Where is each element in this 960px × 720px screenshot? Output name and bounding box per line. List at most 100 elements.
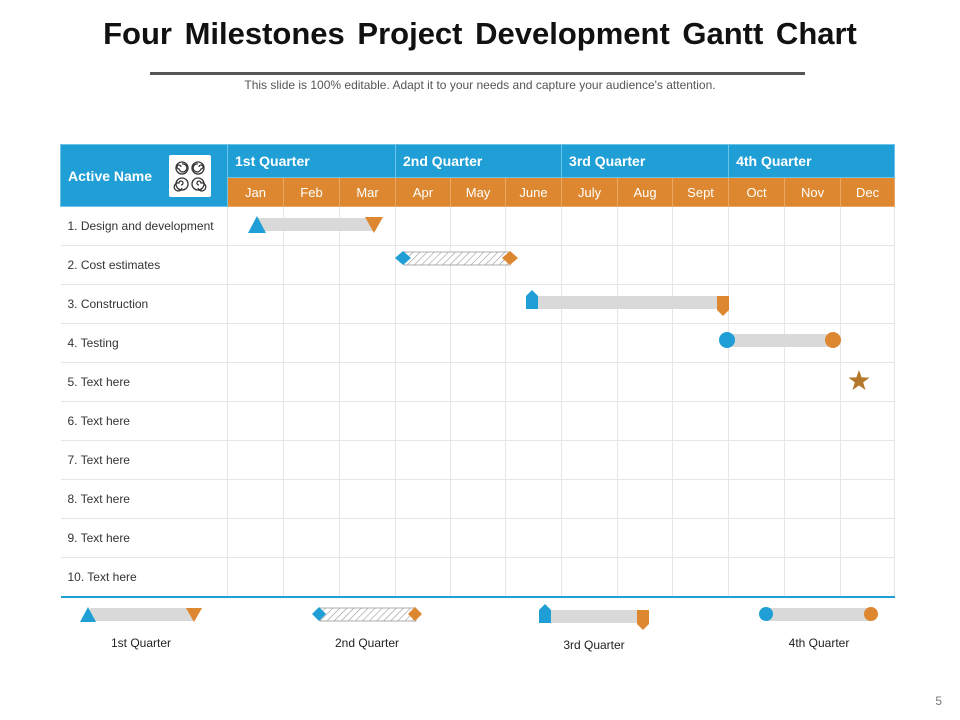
month-header: July [561,177,619,207]
legend-triangle-marker [186,608,202,622]
month-cell [617,284,674,324]
month-cell [840,206,896,246]
task-name: 5. Text here [60,362,228,402]
month-header: Aug [617,177,674,207]
month-cell [617,401,674,441]
month-cell [784,362,842,402]
month-cell [728,518,786,558]
month-cell [617,206,674,246]
month-cell [561,362,619,402]
legend-pentagon-marker [637,610,649,630]
active-name-header: Active Name [60,144,228,207]
month-cell [617,557,674,598]
month-cell [505,245,563,285]
month-cell [450,479,507,519]
month-cell [840,323,896,363]
month-cell [227,323,284,363]
month-cell [450,362,507,402]
month-cell [450,284,507,324]
month-cell [283,284,340,324]
task-row: 2. Cost estimates [60,245,896,285]
month-cell [227,557,284,598]
quarter-header: 3rd Quarter [561,144,730,178]
quarter-header: 1st Quarter [226,144,397,178]
month-cell [784,284,842,324]
month-cell [395,245,452,285]
month-header-row: Jan Feb Mar Apr May June July Aug Sept O… [61,177,896,207]
month-cell [283,206,340,246]
month-cell [672,284,730,324]
month-cell [450,518,507,558]
month-cell [784,518,842,558]
month-cell [505,518,563,558]
task-name: 7. Text here [60,440,228,480]
legend-label-quarter-1: 1st Quarter [110,636,172,650]
legend-symbol-quarter-4 [759,607,878,621]
month-cell [672,479,730,519]
month-cell [283,518,340,558]
slide-subtitle: This slide is 100% editable. Adapt it to… [244,78,716,92]
month-cell [283,440,340,480]
task-row: 4. Testing [60,323,896,363]
task-row: 3. Construction [60,284,896,324]
month-cell [728,479,786,519]
month-cell [840,557,896,598]
month-cell [784,440,842,480]
month-cell [338,245,397,285]
month-header: Mar [338,177,397,207]
month-cell [450,323,507,363]
month-cell [672,518,730,558]
month-cell [617,245,674,285]
task-row: 6. Text here [60,401,896,441]
month-cell [561,206,619,246]
month-cell [840,245,896,285]
month-cell [561,479,619,519]
task-name: 1. Design and development [60,206,228,246]
month-header: Sept [672,177,730,207]
month-cell [283,401,340,441]
task-row: 10. Text here [60,557,896,598]
month-cell [784,479,842,519]
month-cell [395,440,452,480]
ornament-icon [169,154,211,197]
month-header: Apr [395,177,452,207]
quarter-header: 2nd Quarter [395,144,563,178]
legend-label-quarter-3: 3rd Quarter [563,638,625,652]
month-cell [505,284,563,324]
page-number: 5 [935,694,942,708]
legend-bar [90,608,194,621]
active-name-label: Active Name [68,167,153,184]
month-cell [338,362,397,402]
month-cell [728,206,786,246]
task-row: 1. Design and development [60,206,896,246]
task-rows: 1. Design and development 2. Cost estimat… [60,206,896,598]
month-cell [283,479,340,519]
month-cell [617,323,674,363]
month-cell [505,440,563,480]
task-name: 6. Text here [60,401,228,441]
month-cell [338,518,397,558]
month-cell [227,401,284,441]
legend-diamond-marker [408,607,422,621]
month-cell [840,479,896,519]
month-cell [505,557,563,598]
legend-symbol-quarter-2 [312,607,422,622]
month-cell [338,479,397,519]
month-cell [505,206,563,246]
slide-title: Four Milestones Project Development Gant… [103,16,857,51]
task-name: 10. Text here [60,557,228,598]
month-cell [840,518,896,558]
month-cell [728,362,786,402]
month-header: May [450,177,507,207]
month-cell [728,440,786,480]
month-cell [672,245,730,285]
month-cell [728,557,786,598]
month-cell [672,362,730,402]
month-cell [227,518,284,558]
task-name: 3. Construction [60,284,228,324]
task-row: 9. Text here [60,518,896,558]
quarter-header-row: Active Name 1st Quarter 2nd Quarter 3rd … [60,144,896,207]
month-cell [561,440,619,480]
month-cell [561,557,619,598]
month-cell [617,362,674,402]
